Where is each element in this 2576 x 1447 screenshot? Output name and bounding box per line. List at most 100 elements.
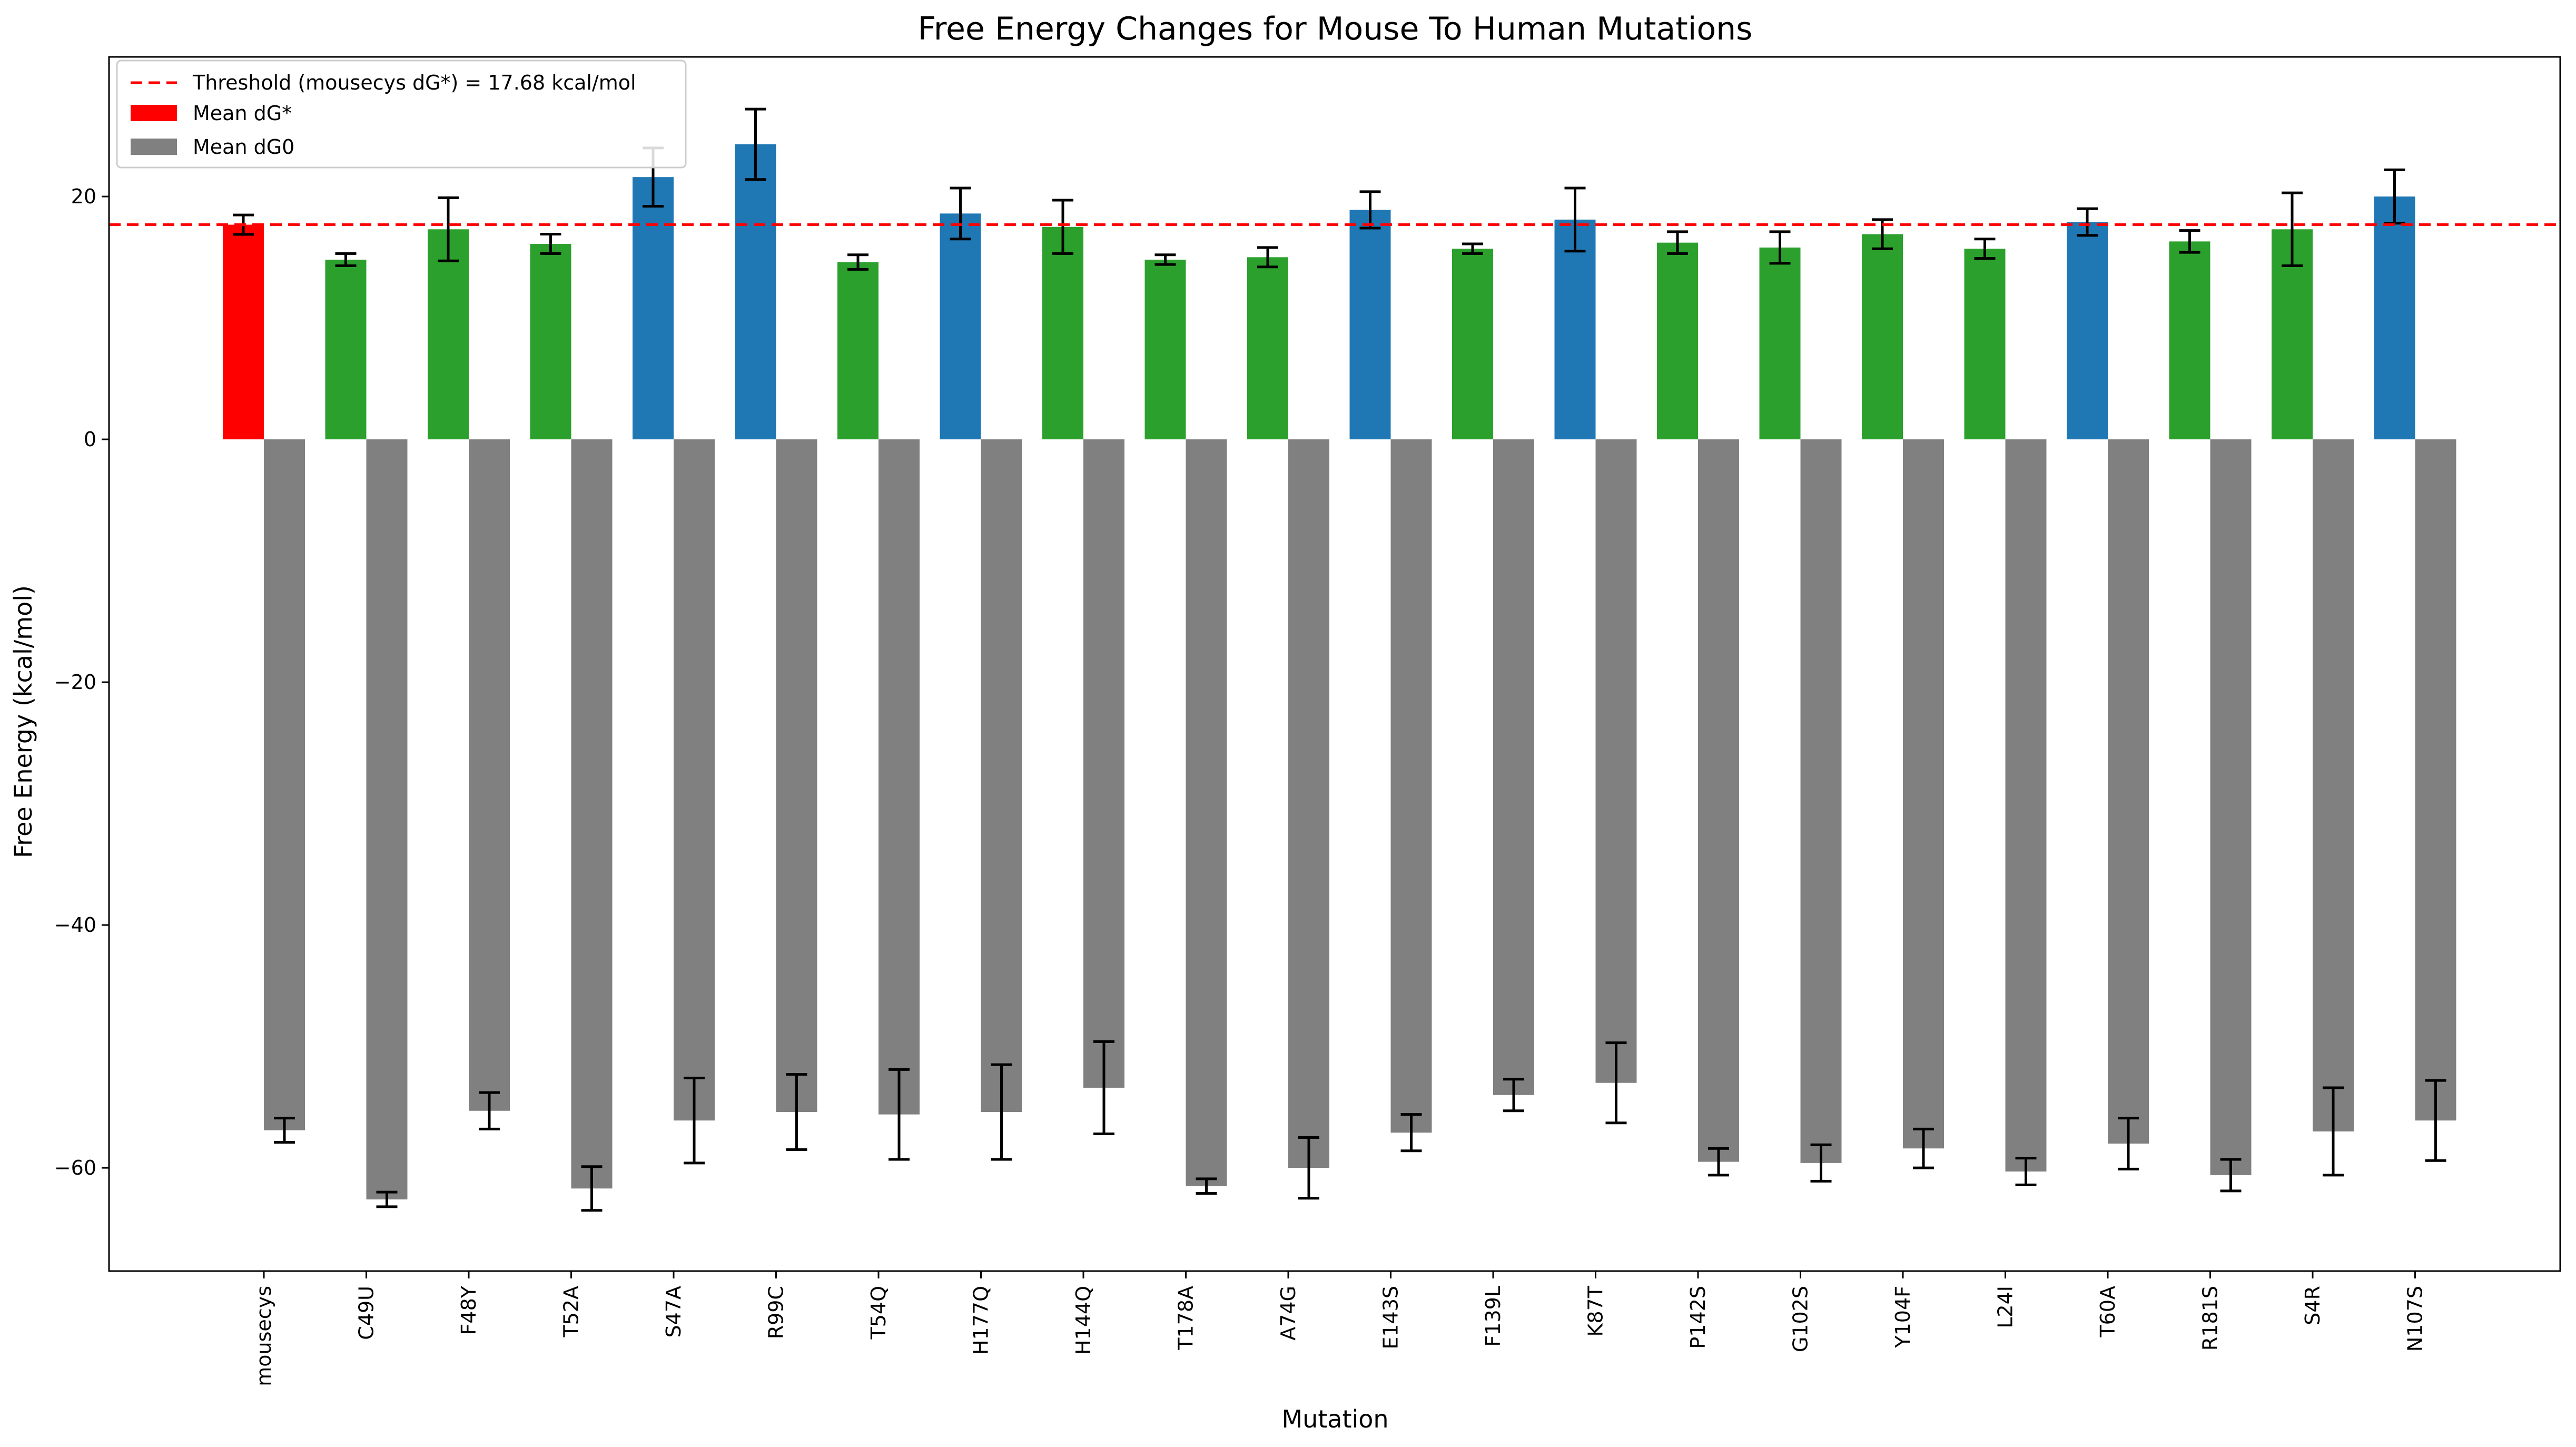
bar-dg-star-T52A [530,243,571,440]
error-bar-dg0-Y104F [1913,1127,1934,1169]
bar-dg0-H144Q [1083,439,1124,1088]
bar-dg-star-L24I [1964,249,2006,440]
bar-dg0-P142S [1698,439,1739,1162]
legend-threshold-label: Threshold (mousecys dG*) = 17.68 kcal/mo… [192,71,636,94]
bar-dg0-L24I [2005,439,2047,1172]
error-bar-dg0-S4R [2323,1086,2344,1177]
error-bar-dg0-C49U [376,1190,398,1208]
x-tick-label: H144Q [1072,1286,1095,1355]
error-bars-layer [233,107,2446,1212]
bar-dg0-R181S [2210,439,2252,1175]
bar-dg-star-T54Q [837,262,879,440]
bars-layer [223,144,2456,1200]
error-bar-dg0-S47A [684,1077,705,1165]
error-bar-dg0-mousecys [274,1117,295,1144]
error-bar-dg-star-C49U [335,252,357,267]
error-bar-dg-star-E143S [1359,190,1381,230]
error-bar-dg0-P142S [1708,1147,1729,1177]
bar-dg0-H177Q [981,439,1022,1113]
legend-dg-star-swatch [131,105,177,121]
bar-dg-star-R99C [735,144,776,440]
bar-dg-star-E143S [1349,210,1391,440]
x-tick-label: F48Y [457,1285,480,1335]
bar-dg0-N107S [2415,439,2456,1121]
x-tick-label: H177Q [970,1286,993,1355]
bar-dg-star-F139L [1452,249,1493,440]
bar-dg-star-N107S [2374,196,2415,440]
y-tick-label: 20 [71,185,96,208]
bar-dg-star-P142S [1657,242,1698,440]
x-tick-label: R99C [765,1286,788,1339]
bar-dg-star-A74G [1247,257,1288,440]
bar-dg0-F139L [1493,439,1534,1095]
x-axis: mousecys C49U F48Y T52A S47A R99C T54Q H177Q H14… [252,1271,2427,1386]
bar-dg0-R99C [776,439,817,1113]
error-bar-dg-star-T54Q [847,253,868,271]
error-bar-dg0-R99C [786,1073,807,1151]
bar-dg-star-H177Q [940,213,981,440]
bar-dg0-S47A [674,439,715,1121]
error-bar-dg0-T54Q [889,1068,910,1161]
legend-dg0-swatch [131,139,177,155]
bar-dg-star-Y104F [1862,234,1903,440]
error-bar-dg0-T178A [1196,1177,1217,1195]
error-bar-dg0-H177Q [991,1063,1012,1161]
bar-dg-star-R181S [2169,241,2210,440]
legend-dg0-label: Mean dG0 [193,135,294,159]
bar-dg0-T178A [1186,439,1227,1186]
error-bar-dg0-F139L [1503,1078,1524,1113]
legend: Threshold (mousecys dG*) = 17.68 kcal/mo… [116,60,687,169]
error-bar-dg-star-S4R [2282,191,2303,267]
x-tick-label: S47A [662,1286,685,1337]
x-axis-title: Mutation [1281,1405,1388,1433]
y-tick-label: −60 [54,1156,96,1179]
bar-dg0-T60A [2108,439,2149,1144]
error-bar-dg0-G102S [1810,1143,1832,1183]
x-tick-label: L24I [1994,1286,2017,1328]
error-bar-dg0-T52A [581,1165,603,1212]
x-tick-label: C49U [355,1286,378,1340]
bar-dg0-S4R [2313,439,2354,1131]
error-bar-dg0-L24I [2015,1157,2037,1186]
error-bar-dg-star-T178A [1154,253,1176,266]
error-bar-dg0-A74G [1298,1136,1319,1200]
x-tick-label: Y104F [1891,1286,1914,1348]
legend-dg-star-label: Mean dG* [193,102,292,125]
bar-dg-star-H144Q [1042,227,1083,440]
x-tick-label: A74G [1277,1286,1300,1341]
bar-dg-star-S47A [633,177,674,440]
x-tick-label: T60A [2096,1286,2119,1338]
bar-dg0-T54Q [879,439,920,1115]
bar-dg0-A74G [1288,439,1329,1168]
error-bar-dg0-T60A [2118,1117,2139,1170]
error-bar-dg0-F48Y [479,1091,500,1130]
error-bar-dg-star-N107S [2384,168,2405,225]
error-bar-dg-star-F48Y [438,196,459,262]
x-tick-label: K87T [1584,1285,1607,1336]
bar-dg0-Y104F [1903,439,1944,1149]
bar-dg0-F48Y [469,439,510,1111]
chart-title: Free Energy Changes for Mouse To Human M… [918,11,1753,47]
x-tick-label: T54Q [867,1286,890,1340]
error-bar-dg-star-T60A [2077,207,2098,237]
error-bar-dg-star-R181S [2179,229,2200,254]
plot-frame [108,56,2561,1272]
bar-dg0-T52A [571,439,613,1189]
bar-dg0-K87T [1595,439,1637,1083]
bar-dg0-E143S [1390,439,1432,1133]
x-tick-label: P142S [1686,1286,1710,1349]
y-tick-label: −20 [54,671,96,694]
error-bar-dg-star-L24I [1974,238,1996,260]
bar-dg-star-K87T [1554,219,1596,440]
bar-dg-star-T60A [2067,222,2108,440]
bar-dg0-mousecys [264,439,305,1130]
y-axis-title: Free Energy (kcal/mol) [9,585,37,858]
error-bar-dg-star-H177Q [950,186,971,241]
error-bar-dg-star-R99C [745,107,766,181]
bar-dg0-G102S [1800,439,1842,1163]
x-tick-label: E143S [1379,1286,1403,1350]
bar-dg-star-F48Y [428,229,469,440]
x-tick-label: S4R [2301,1286,2324,1325]
x-tick-label: T178A [1175,1286,1198,1351]
x-tick-label: F139L [1482,1286,1505,1347]
